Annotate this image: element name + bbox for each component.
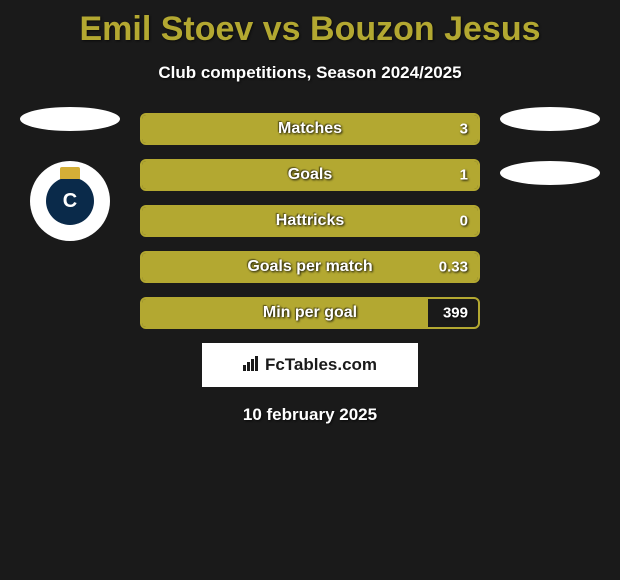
brand-text: FcTables.com <box>265 355 377 375</box>
stat-row-goals: Goals 1 <box>140 159 480 191</box>
left-column: C <box>10 107 130 241</box>
stat-label: Matches <box>278 120 342 138</box>
stat-row-hattricks: Hattricks 0 <box>140 205 480 237</box>
brand-box[interactable]: FcTables.com <box>202 343 418 387</box>
stat-row-matches: Matches 3 <box>140 113 480 145</box>
stat-value-right: 0 <box>460 213 468 230</box>
stat-value-right: 3 <box>460 121 468 138</box>
club-badge-left: C <box>30 161 110 241</box>
stat-value-right: 1 <box>460 167 468 184</box>
stat-row-goals-per-match: Goals per match 0.33 <box>140 251 480 283</box>
page-title: Emil Stoev vs Bouzon Jesus <box>0 0 620 49</box>
right-column <box>490 107 610 215</box>
stats-list: Matches 3 Goals 1 Hattricks 0 Goals per … <box>140 113 480 329</box>
club-right-placeholder <box>500 161 600 185</box>
player-left-placeholder <box>20 107 120 131</box>
player-right-placeholder <box>500 107 600 131</box>
stat-value-right: 0.33 <box>439 259 468 276</box>
stat-label: Goals per match <box>247 258 372 276</box>
subtitle: Club competitions, Season 2024/2025 <box>0 63 620 83</box>
content-area: C Matches 3 Goals 1 Hattricks 0 Goals pe… <box>0 113 620 425</box>
date-text: 10 february 2025 <box>0 405 620 425</box>
stat-row-min-per-goal: Min per goal 399 <box>140 297 480 329</box>
stat-label: Hattricks <box>276 212 344 230</box>
stat-label: Min per goal <box>263 304 357 322</box>
stat-value-right: 399 <box>443 305 468 322</box>
chart-icon <box>243 355 261 376</box>
stat-label: Goals <box>288 166 332 184</box>
club-badge-left-inner: C <box>46 177 94 225</box>
